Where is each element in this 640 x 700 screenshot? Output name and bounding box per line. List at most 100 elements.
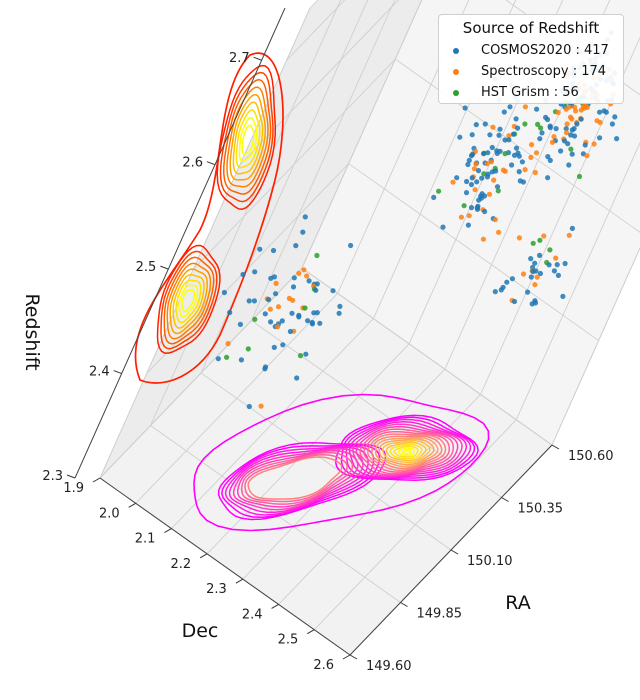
point-cosmos2020-298 bbox=[313, 287, 319, 293]
point-spectroscopy-247 bbox=[496, 229, 502, 235]
grid-dec-wall-5 bbox=[480, 36, 640, 395]
z-tick-label-2: 2.5 bbox=[136, 260, 157, 275]
ra-dec-density-contours bbox=[193, 393, 490, 532]
wall-contour-1 bbox=[156, 244, 221, 354]
wall-contour-6 bbox=[226, 86, 269, 188]
point-spectroscopy-238 bbox=[466, 213, 472, 219]
point-cosmos2020-239 bbox=[302, 214, 308, 220]
point-cosmos2020-168 bbox=[494, 150, 500, 156]
point-hst-grism-203 bbox=[481, 171, 487, 177]
floor-contour-23 bbox=[389, 443, 423, 460]
point-cosmos2020-100 bbox=[612, 114, 618, 120]
point-cosmos2020-337 bbox=[237, 321, 243, 327]
grid-ra-wall-3 bbox=[251, 0, 396, 321]
point-cosmos2020-145 bbox=[506, 137, 512, 143]
point-spectroscopy-139 bbox=[551, 134, 557, 140]
point-spectroscopy-180 bbox=[528, 154, 534, 160]
legend-marker-hst-grism bbox=[453, 89, 459, 96]
point-cosmos2020-123 bbox=[515, 125, 521, 131]
point-cosmos2020-223 bbox=[463, 190, 470, 196]
point-spectroscopy-212 bbox=[491, 177, 497, 183]
ra-tick-2 bbox=[450, 549, 459, 555]
floor-contour-1 bbox=[217, 441, 387, 521]
point-spectroscopy-189 bbox=[473, 161, 479, 167]
z-tick-label-4: 2.7 bbox=[229, 51, 250, 66]
point-cosmos2020-136 bbox=[496, 132, 502, 138]
ra-tick-label-1: 149.85 bbox=[417, 607, 463, 622]
point-hst-grism-158 bbox=[568, 146, 574, 152]
point-cosmos2020-243 bbox=[465, 222, 471, 228]
z-axis-line bbox=[74, 7, 286, 479]
point-cosmos2020-254 bbox=[348, 242, 354, 249]
point-spectroscopy-251 bbox=[480, 236, 486, 242]
point-cosmos2020-83 bbox=[507, 104, 513, 110]
point-cosmos2020-346 bbox=[303, 351, 309, 357]
point-spectroscopy-283 bbox=[534, 274, 540, 280]
point-cosmos2020-299 bbox=[330, 288, 336, 294]
point-cosmos2020-301 bbox=[525, 289, 531, 295]
point-hst-grism-345 bbox=[245, 346, 251, 352]
point-hst-grism-347 bbox=[297, 353, 304, 359]
point-cosmos2020-353 bbox=[294, 375, 300, 381]
point-cosmos2020-274 bbox=[252, 269, 258, 275]
point-cosmos2020-140 bbox=[457, 134, 463, 140]
point-spectroscopy-153 bbox=[529, 142, 535, 148]
wall-contour-12 bbox=[235, 108, 261, 169]
point-spectroscopy-92 bbox=[578, 107, 584, 113]
floor-contour-20 bbox=[378, 438, 435, 466]
point-spectroscopy-195 bbox=[522, 167, 528, 173]
floor-contour-18 bbox=[371, 435, 443, 470]
point-cosmos2020-132 bbox=[510, 131, 516, 137]
point-cosmos2020-349 bbox=[215, 356, 221, 362]
point-cosmos2020-201 bbox=[489, 169, 495, 175]
point-cosmos2020-302 bbox=[221, 289, 227, 296]
point-cosmos2020-355 bbox=[246, 403, 252, 410]
point-spectroscopy-308 bbox=[290, 297, 296, 303]
floor-contour-22 bbox=[385, 441, 427, 462]
legend-label-spectroscopy: Spectroscopy : 174 bbox=[481, 64, 607, 79]
point-spectroscopy-165 bbox=[533, 150, 540, 156]
wall-contour-17 bbox=[181, 289, 196, 312]
point-cosmos2020-326 bbox=[262, 311, 268, 317]
point-spectroscopy-277 bbox=[520, 271, 527, 277]
point-cosmos2020-207 bbox=[484, 174, 490, 180]
point-cosmos2020-105 bbox=[513, 116, 519, 122]
point-cosmos2020-178 bbox=[516, 153, 522, 159]
point-cosmos2020-325 bbox=[336, 310, 342, 316]
point-cosmos2020-138 bbox=[571, 133, 578, 139]
wall-contour-14 bbox=[238, 116, 258, 162]
point-cosmos2020-130 bbox=[539, 130, 545, 136]
point-cosmos2020-151 bbox=[565, 141, 571, 147]
dec-tick-label-5: 2.4 bbox=[242, 607, 263, 622]
point-cosmos2020-214 bbox=[464, 178, 470, 185]
point-spectroscopy-250 bbox=[516, 235, 523, 241]
grid-dec-floor-6 bbox=[313, 419, 517, 631]
ra-tick-label-2: 150.10 bbox=[467, 554, 513, 569]
point-spectroscopy-184 bbox=[488, 159, 494, 165]
point-cosmos2020-312 bbox=[246, 298, 252, 304]
dec-tick-label-3: 2.2 bbox=[170, 557, 191, 572]
point-cosmos2020-88 bbox=[462, 105, 468, 111]
point-cosmos2020-117 bbox=[473, 122, 479, 128]
axis-labels: Dec RA Redshift bbox=[21, 293, 531, 642]
floor-contour-11 bbox=[236, 449, 359, 508]
z-tick-label-3: 2.6 bbox=[182, 156, 203, 171]
wall-contour-3 bbox=[160, 250, 218, 350]
point-hst-grism-170 bbox=[502, 151, 508, 157]
floor-contour-12 bbox=[359, 428, 455, 475]
floor-contour-5 bbox=[224, 445, 375, 516]
point-spectroscopy-94 bbox=[573, 108, 579, 114]
point-spectroscopy-82 bbox=[522, 104, 529, 110]
dec-redshift-density-contours bbox=[134, 52, 284, 384]
floor-contour-19 bbox=[374, 436, 439, 468]
point-cosmos2020-285 bbox=[268, 275, 274, 281]
point-cosmos2020-192 bbox=[509, 162, 515, 168]
point-spectroscopy-280 bbox=[304, 273, 310, 279]
point-cosmos2020-256 bbox=[257, 246, 263, 252]
point-cosmos2020-141 bbox=[597, 135, 603, 141]
point-cosmos2020-303 bbox=[273, 291, 279, 297]
grid-dec-floor-2 bbox=[171, 318, 374, 529]
point-cosmos2020-307 bbox=[266, 297, 272, 303]
floor-contour-6 bbox=[348, 420, 468, 478]
